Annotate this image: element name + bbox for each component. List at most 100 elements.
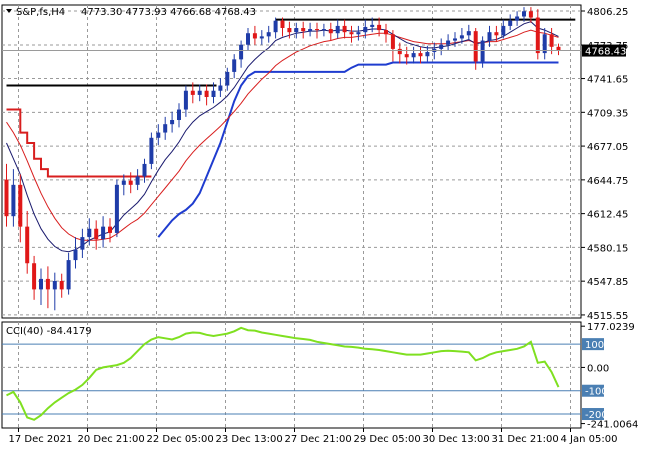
cci-axis: 177.0239 100 0.00 -100 -200-241.0064: [581, 322, 638, 431]
current-price-box: [582, 44, 626, 57]
upper-channel-line: [6, 108, 152, 178]
price-tick-label: 4612.45: [587, 210, 628, 221]
candle-body: [425, 52, 430, 57]
cci-level-tag: [582, 408, 604, 421]
cci-level-tag: [582, 384, 604, 397]
candle-body: [149, 137, 154, 164]
candle-body: [342, 25, 347, 33]
candle-body: [32, 263, 37, 290]
candle-body: [266, 32, 271, 37]
candle-body: [80, 237, 85, 250]
cci-level-tag: [582, 338, 604, 351]
candle-body: [101, 226, 106, 240]
cci-tick-label: -100: [585, 387, 608, 398]
candle-body: [114, 184, 119, 233]
candle-body: [522, 11, 526, 17]
candle-body: [273, 20, 278, 33]
candle-body: [128, 180, 133, 185]
time-tick-label: 4 Jan 05:00: [561, 434, 618, 445]
candle-body: [335, 25, 340, 34]
time-tick-label: 29 Dec 05:00: [354, 434, 421, 445]
candle-body: [494, 32, 499, 36]
candle-body: [94, 228, 99, 240]
price-tick-label: 4741.65: [587, 75, 628, 86]
candle-body: [308, 29, 313, 32]
horizontal-levels: [6, 18, 576, 87]
time-tick-label: 17 Dec 2021: [9, 434, 73, 445]
lower-channel-line: [157, 61, 559, 238]
candle-body: [170, 120, 175, 125]
candle-body: [177, 109, 181, 121]
candle-body: [11, 184, 16, 217]
cci-tick-label: -200: [585, 410, 608, 421]
cci-indicator-label: CCI(40) -84.4179: [6, 326, 92, 337]
candle-body: [211, 90, 216, 98]
candle-body: [232, 59, 237, 72]
candle-body: [363, 26, 368, 33]
candle-body: [542, 34, 547, 54]
candle-body: [108, 226, 112, 233]
slow-ma-line: [6, 29, 559, 241]
price-grid: [2, 5, 581, 318]
candle-body: [446, 40, 451, 45]
price-tick-label: 4547.85: [587, 277, 628, 288]
candle-body: [315, 29, 319, 31]
candle-body: [404, 54, 409, 58]
candle-body: [252, 33, 257, 39]
candle-body: [397, 48, 402, 55]
candle-body: [18, 184, 23, 227]
price-tick-label: 4580.15: [587, 243, 628, 254]
candle-body: [4, 179, 9, 217]
candle-body: [197, 90, 202, 95]
candle-body: [501, 25, 506, 36]
price-tick-label: 4806.25: [587, 7, 628, 18]
cci-panel-frame: [1, 321, 582, 429]
candle-body: [287, 28, 292, 33]
candle-body: [163, 124, 168, 133]
candle-body: [135, 176, 140, 185]
candle-body: [528, 11, 533, 18]
current-price-label: 4768.43: [585, 47, 626, 58]
time-axis: 17 Dec 2021 20 Dec 21:00 22 Dec 05:00 23 De…: [9, 428, 618, 445]
time-tick-label: 22 Dec 05:00: [147, 434, 214, 445]
time-tick-label: 23 Dec 13:00: [216, 434, 283, 445]
cci-line: [6, 326, 560, 421]
price-tick-label: 4644.75: [587, 176, 628, 187]
candle-body: [87, 228, 92, 238]
candle-body: [459, 35, 464, 39]
candle-body: [156, 132, 161, 138]
dropdown-triangle-icon[interactable]: [6, 9, 12, 13]
candle-body: [556, 46, 561, 51]
candle-body: [328, 29, 333, 34]
candle-body: [370, 24, 375, 27]
candle-body: [142, 163, 147, 177]
time-tick-label: 27 Dec 21:00: [285, 434, 352, 445]
candle-body: [453, 38, 457, 41]
candle-body: [121, 180, 126, 185]
price-tick-label: 4677.05: [587, 142, 628, 153]
ohlc-label: 4773.30 4773.93 4766.68 4768.43: [81, 7, 256, 18]
candle-body: [280, 20, 285, 29]
candle-body: [377, 24, 382, 31]
candle-body: [549, 34, 554, 47]
candle-body: [225, 71, 230, 86]
candle-body: [356, 32, 361, 35]
price-panel-frame: [1, 4, 582, 319]
candle-body: [190, 90, 195, 95]
candle-body: [183, 90, 188, 110]
candle-body: [239, 44, 244, 60]
candlesticks: [4, 7, 561, 311]
candle-body: [411, 53, 416, 58]
candle-body: [259, 36, 264, 39]
candle-body: [384, 30, 388, 35]
price-tick-label: 4515.55: [587, 311, 628, 322]
candle-body: [418, 53, 423, 57]
candle-body: [466, 31, 471, 36]
channel-lines: [6, 61, 559, 238]
cci-tick-label: 100: [585, 340, 604, 351]
candle-body: [218, 85, 223, 91]
candle-body: [73, 249, 78, 261]
cci-level-lines: [2, 343, 581, 415]
time-tick-label: 20 Dec 21:00: [78, 434, 145, 445]
